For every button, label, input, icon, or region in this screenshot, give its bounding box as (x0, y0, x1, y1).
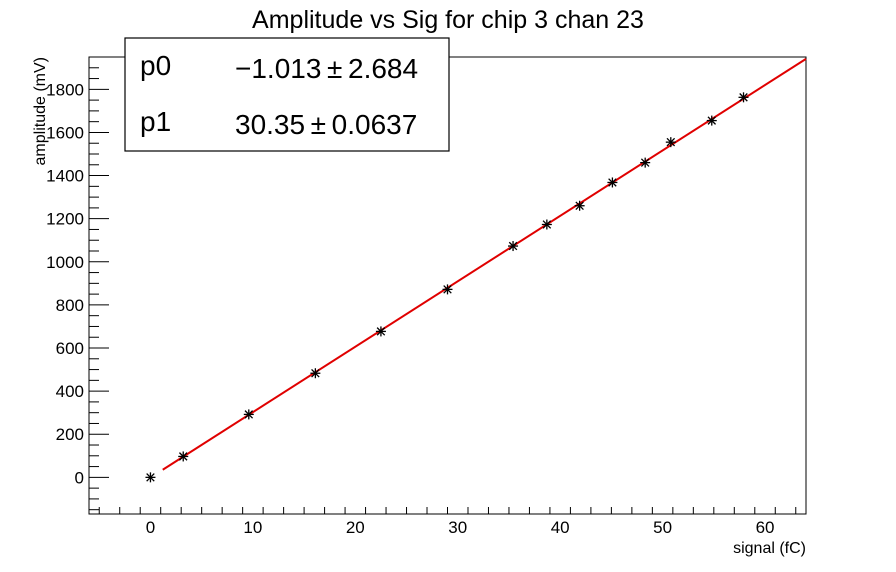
y-axis-title: amplitude (mV) (32, 57, 49, 165)
data-point (178, 451, 189, 462)
data-point (665, 137, 676, 148)
x-tick-label: 40 (551, 518, 570, 537)
data-point (607, 177, 618, 188)
data-point (706, 115, 717, 126)
data-point (738, 92, 749, 103)
y-tick-label: 0 (75, 468, 84, 487)
data-points-layer (145, 92, 749, 483)
y-tick-label: 200 (56, 425, 84, 444)
x-axis: 0 10 20 30 40 50 60 (98, 507, 797, 537)
data-point (375, 326, 386, 337)
x-tick-label: 60 (756, 518, 775, 537)
stats-p0-value: −1.013 ± 2.684 (235, 53, 418, 84)
y-tick-label: 1000 (46, 253, 84, 272)
y-tick-label: 1400 (46, 167, 84, 186)
fit-line-layer (162, 58, 807, 471)
chart-title: Amplitude vs Sig for chip 3 chan 23 (252, 6, 644, 34)
y-tick-label: 1600 (46, 123, 84, 142)
stats-p1-name: p1 (140, 106, 171, 137)
stats-p1-value: 30.35 ± 0.0637 (235, 109, 417, 140)
stats-box-frame (124, 37, 450, 152)
data-point (243, 409, 254, 420)
data-point (541, 219, 552, 230)
y-axis: 0 200 400 600 800 1000 1200 1400 1600 1800 (46, 56, 109, 511)
data-point (508, 241, 519, 252)
data-point (145, 472, 156, 483)
fit-line (162, 58, 807, 471)
x-tick-label: 10 (243, 518, 262, 537)
y-tick-label: 400 (56, 382, 84, 401)
y-tick-label: 1200 (46, 210, 84, 229)
data-point (310, 368, 321, 379)
stats-p0-name: p0 (140, 50, 171, 81)
data-point (574, 200, 585, 211)
x-tick-label: 50 (653, 518, 672, 537)
fit-stats-box: p0 −1.013 ± 2.684 p1 30.35 ± 0.0637 (124, 37, 450, 152)
y-tick-label: 800 (56, 296, 84, 315)
x-tick-label: 20 (346, 518, 365, 537)
y-tick-label: 1800 (46, 80, 84, 99)
data-point (640, 157, 651, 168)
data-point (442, 284, 453, 295)
x-tick-label: 0 (146, 518, 155, 537)
y-tick-label: 600 (56, 339, 84, 358)
x-axis-title: signal (fC) (733, 540, 806, 557)
x-tick-label: 30 (448, 518, 467, 537)
